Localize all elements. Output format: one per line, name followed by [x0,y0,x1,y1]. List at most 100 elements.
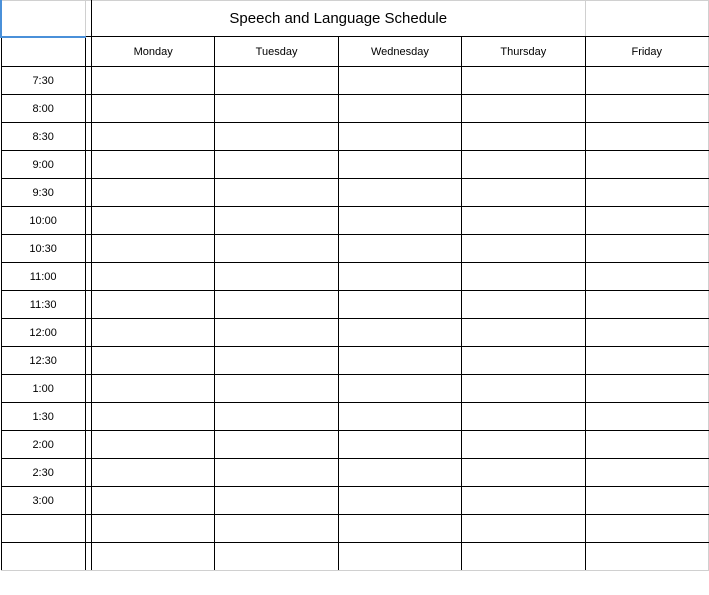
schedule-cell[interactable] [338,543,461,571]
schedule-cell[interactable] [462,375,585,403]
schedule-cell[interactable] [462,123,585,151]
time-label: 3:00 [1,487,85,515]
schedule-cell[interactable] [462,319,585,347]
selected-cell[interactable] [1,1,85,37]
schedule-cell[interactable] [585,151,708,179]
schedule-cell[interactable] [91,403,214,431]
schedule-cell[interactable] [338,95,461,123]
schedule-cell[interactable] [91,319,214,347]
schedule-cell[interactable] [338,235,461,263]
schedule-cell[interactable] [91,67,214,95]
schedule-cell[interactable] [462,403,585,431]
schedule-cell[interactable] [338,151,461,179]
schedule-cell[interactable] [215,151,338,179]
schedule-cell[interactable] [215,459,338,487]
schedule-cell[interactable] [215,235,338,263]
table-row: 11:30 [1,291,709,319]
schedule-cell[interactable] [338,347,461,375]
schedule-cell[interactable] [338,263,461,291]
schedule-cell[interactable] [585,459,708,487]
schedule-cell[interactable] [215,347,338,375]
schedule-cell[interactable] [462,515,585,543]
schedule-cell[interactable] [338,207,461,235]
table-row [1,543,709,571]
schedule-cell[interactable] [91,151,214,179]
schedule-cell[interactable] [91,431,214,459]
schedule-cell[interactable] [585,515,708,543]
schedule-cell[interactable] [215,123,338,151]
schedule-cell[interactable] [585,179,708,207]
table-row: 12:30 [1,347,709,375]
schedule-cell[interactable] [91,123,214,151]
table-row: 11:00 [1,263,709,291]
schedule-cell[interactable] [462,459,585,487]
schedule-cell[interactable] [338,179,461,207]
schedule-cell[interactable] [338,291,461,319]
schedule-cell[interactable] [462,263,585,291]
schedule-cell[interactable] [585,95,708,123]
time-label [1,543,85,571]
schedule-cell[interactable] [462,291,585,319]
schedule-cell[interactable] [585,207,708,235]
schedule-cell[interactable] [585,431,708,459]
schedule-cell[interactable] [215,319,338,347]
schedule-cell[interactable] [338,459,461,487]
schedule-cell[interactable] [462,95,585,123]
schedule-cell[interactable] [585,291,708,319]
schedule-cell[interactable] [91,235,214,263]
schedule-cell[interactable] [585,487,708,515]
schedule-cell[interactable] [215,543,338,571]
time-label: 12:30 [1,347,85,375]
schedule-cell[interactable] [462,179,585,207]
schedule-cell[interactable] [215,515,338,543]
schedule-cell[interactable] [215,95,338,123]
schedule-cell[interactable] [215,207,338,235]
schedule-cell[interactable] [462,347,585,375]
schedule-cell[interactable] [91,375,214,403]
schedule-cell[interactable] [215,431,338,459]
schedule-cell[interactable] [585,347,708,375]
schedule-cell[interactable] [91,291,214,319]
schedule-cell[interactable] [585,263,708,291]
schedule-cell[interactable] [338,487,461,515]
schedule-cell[interactable] [91,515,214,543]
schedule-cell[interactable] [338,515,461,543]
schedule-cell[interactable] [215,263,338,291]
schedule-cell[interactable] [338,431,461,459]
schedule-cell[interactable] [215,291,338,319]
schedule-cell[interactable] [338,375,461,403]
schedule-cell[interactable] [338,67,461,95]
schedule-cell[interactable] [585,319,708,347]
schedule-cell[interactable] [215,375,338,403]
schedule-cell[interactable] [462,431,585,459]
schedule-cell[interactable] [585,123,708,151]
schedule-cell[interactable] [338,319,461,347]
schedule-cell[interactable] [91,207,214,235]
schedule-cell[interactable] [585,67,708,95]
schedule-cell[interactable] [91,95,214,123]
schedule-cell[interactable] [338,403,461,431]
schedule-cell[interactable] [585,403,708,431]
time-label: 1:30 [1,403,85,431]
schedule-cell[interactable] [462,151,585,179]
schedule-cell[interactable] [462,67,585,95]
schedule-cell[interactable] [91,459,214,487]
schedule-cell[interactable] [91,263,214,291]
schedule-cell[interactable] [462,235,585,263]
schedule-cell[interactable] [215,179,338,207]
schedule-cell[interactable] [585,235,708,263]
schedule-cell[interactable] [462,487,585,515]
schedule-cell[interactable] [462,207,585,235]
schedule-cell[interactable] [91,487,214,515]
schedule-cell[interactable] [585,375,708,403]
schedule-cell[interactable] [215,487,338,515]
schedule-cell[interactable] [91,179,214,207]
schedule-cell[interactable] [215,403,338,431]
schedule-cell[interactable] [585,543,708,571]
schedule-cell[interactable] [215,67,338,95]
schedule-cell[interactable] [338,123,461,151]
page-title: Speech and Language Schedule [91,1,585,37]
schedule-cell[interactable] [91,543,214,571]
schedule-cell[interactable] [91,347,214,375]
schedule-cell[interactable] [462,543,585,571]
